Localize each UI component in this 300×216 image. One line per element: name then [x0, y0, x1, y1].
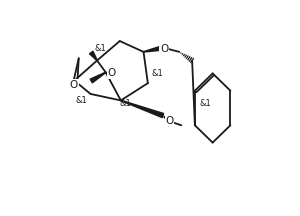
Text: O: O: [165, 116, 174, 126]
Polygon shape: [90, 72, 106, 83]
Text: &1: &1: [94, 44, 106, 53]
Polygon shape: [89, 51, 97, 61]
Text: &1: &1: [200, 99, 212, 108]
Text: &1: &1: [152, 69, 164, 78]
Text: &1: &1: [120, 99, 131, 108]
Text: O: O: [107, 68, 116, 78]
Polygon shape: [143, 46, 163, 52]
Text: &1: &1: [75, 96, 87, 105]
Polygon shape: [121, 100, 164, 118]
Text: O: O: [160, 44, 168, 54]
Text: O: O: [70, 80, 78, 90]
